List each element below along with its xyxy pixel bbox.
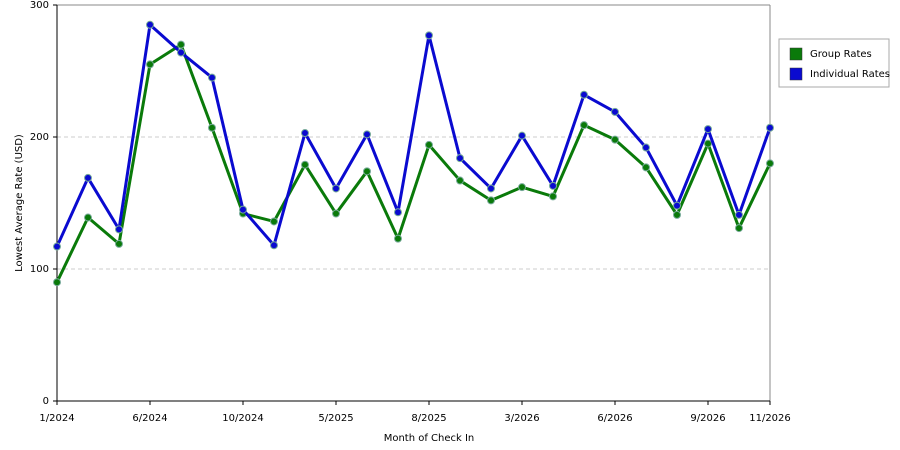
data-point [53, 242, 61, 251]
data-point [487, 196, 495, 205]
data-point [363, 167, 371, 176]
data-point [146, 20, 154, 29]
y-tick-label: 0 [43, 396, 49, 407]
data-point [735, 224, 743, 233]
data-point [84, 213, 92, 222]
data-point [177, 48, 185, 57]
data-point [363, 130, 371, 139]
x-tick-label: 11/2026 [749, 413, 791, 424]
data-point [766, 159, 774, 168]
x-tick-label: 6/2024 [132, 413, 167, 424]
data-point [301, 129, 309, 138]
data-point [456, 154, 464, 163]
x-tick-label: 10/2024 [222, 413, 264, 424]
x-tick-label: 5/2025 [318, 413, 353, 424]
legend-label: Individual Rates [810, 69, 890, 80]
data-point [146, 60, 154, 69]
data-point [208, 73, 216, 82]
data-point [301, 160, 309, 169]
y-tick-label: 200 [30, 132, 49, 143]
data-point [611, 135, 619, 144]
data-point [642, 143, 650, 152]
legend-label: Group Rates [810, 49, 872, 60]
data-point [673, 201, 681, 210]
data-point [673, 210, 681, 219]
data-point [270, 217, 278, 226]
data-point [270, 241, 278, 250]
data-point [115, 239, 123, 248]
data-point [177, 40, 185, 49]
data-point [332, 184, 340, 193]
legend-swatch [789, 47, 803, 61]
data-point [487, 184, 495, 193]
series-line [55, 23, 772, 248]
x-tick-label: 3/2026 [504, 413, 539, 424]
data-point [239, 205, 247, 214]
data-point [456, 176, 464, 185]
data-point [549, 181, 557, 190]
data-point [208, 123, 216, 132]
data-point [642, 163, 650, 172]
data-point [766, 123, 774, 132]
data-point [518, 131, 526, 140]
data-point [115, 225, 123, 234]
data-point [735, 210, 743, 219]
legend-swatch [789, 67, 803, 81]
data-point [549, 192, 557, 201]
data-point [580, 121, 588, 130]
data-point [53, 278, 61, 287]
data-point [580, 90, 588, 99]
data-point [332, 209, 340, 218]
data-point [394, 234, 402, 243]
data-point [84, 173, 92, 182]
data-point [425, 31, 433, 40]
y-axis-title: Lowest Average Rate (USD) [14, 134, 25, 272]
x-tick-label: 8/2025 [411, 413, 446, 424]
data-point [425, 140, 433, 149]
x-axis-title: Month of Check In [384, 433, 475, 444]
y-tick-label: 300 [30, 0, 49, 11]
x-tick-label: 6/2026 [597, 413, 632, 424]
data-point [611, 107, 619, 116]
x-tick-label: 1/2024 [39, 413, 74, 424]
data-point [704, 125, 712, 134]
data-point [518, 183, 526, 192]
x-tick-label: 9/2026 [690, 413, 725, 424]
data-point [704, 139, 712, 148]
data-point [394, 208, 402, 217]
y-tick-label: 100 [30, 264, 49, 275]
